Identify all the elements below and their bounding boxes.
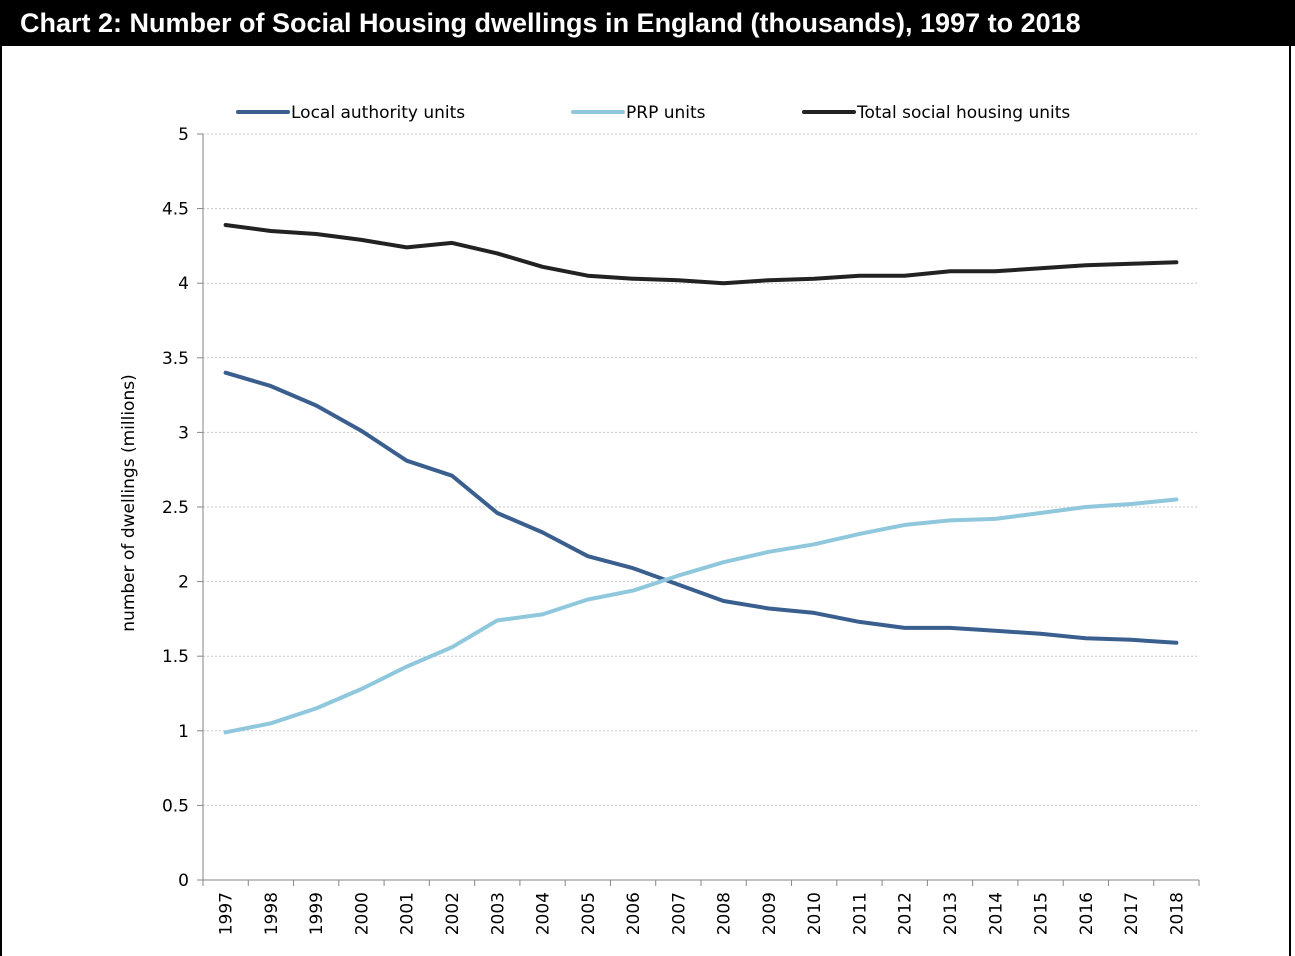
y-tick-label: 0 [178,871,189,891]
gridlines [203,133,1199,806]
legend: Local authority units PRP units Total soci… [236,103,1070,123]
series-lines [223,223,1179,735]
x-tick-label: 2012 [896,892,916,935]
title-bar: Chart 2: Number of Social Housing dwelli… [0,0,1295,46]
x-tick-label: 2003 [488,892,508,935]
y-tick-label: 4 [178,274,189,294]
legend-label: PRP units [626,103,706,123]
y-tick-label: 5 [178,125,189,145]
x-tick-label: 2010 [805,892,825,935]
x-tick-label: 1999 [307,892,327,935]
x-tick-label: 2016 [1077,892,1097,935]
x-tick-label: 2015 [1032,892,1052,935]
series-line-total-social-housing-units [223,223,1179,286]
x-tick-label: 2014 [986,892,1006,935]
x-tick-label: 2018 [1167,892,1187,935]
series-line-local-authority-units [223,370,1179,645]
legend-label: Local authority units [291,103,465,123]
chart-title: Chart 2: Number of Social Housing dwelli… [20,8,1081,38]
y-axis-label: number of dwellings (millions) [119,374,139,631]
x-tick-label: 2004 [534,892,554,935]
x-tick-label: 1997 [217,892,237,935]
y-tick-label: 1 [178,722,189,742]
y-tick-label: 0.5 [162,796,189,816]
x-tick-label: 2001 [398,892,418,935]
line-chart: 0 0.5 1 1.5 2 2.5 3 3.5 4 4.5 5 1997 1998 1999 2000 200… [119,103,1200,935]
x-tick-label: 2002 [443,892,463,935]
x-tick-label: 2011 [850,892,870,935]
x-tick-label: 2000 [352,892,372,935]
x-tick-label: 2013 [941,892,961,935]
x-tick-label: 2006 [624,892,644,935]
x-tick-label: 2005 [579,892,599,935]
x-tick-label: 1998 [262,892,282,935]
legend-label: Total social housing units [856,103,1070,123]
axes: 0 0.5 1 1.5 2 2.5 3 3.5 4 4.5 5 1997 1998 1999 2000 200… [162,125,1200,935]
x-tick-label: 2009 [760,892,780,935]
x-tick-label: 2008 [715,892,735,935]
y-tick-label: 2 [178,573,189,593]
y-tick-label: 1.5 [162,647,189,667]
y-tick-label: 2.5 [162,498,189,518]
x-tick-label: 2007 [669,892,689,935]
y-tick-label: 3.5 [162,349,189,369]
y-tick-label: 4.5 [162,200,189,220]
y-tick-label: 3 [178,423,189,443]
series-line-prp-units [223,497,1179,735]
x-tick-label: 2017 [1122,892,1142,935]
